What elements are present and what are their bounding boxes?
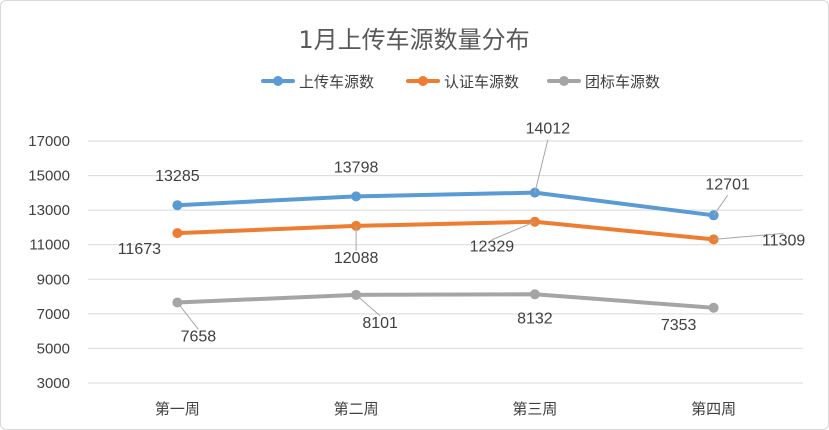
legend: 上传车源数 认证车源数 团标车源数: [261, 73, 660, 91]
data-point: [708, 302, 719, 313]
x-tick-label: 第一周: [155, 400, 200, 418]
leader-line: [713, 195, 729, 216]
x-tick-label: 第三周: [512, 400, 557, 418]
y-axis: 3000 5000 7000 9000 11000 13000 15000 17000: [28, 133, 70, 392]
series-line: [175, 190, 716, 218]
y-tick-label: 17000: [28, 133, 70, 150]
leader-line: [355, 294, 381, 317]
data-label: 12329: [470, 239, 515, 256]
data-label: 8132: [517, 310, 553, 327]
y-tick-label: 5000: [37, 340, 70, 357]
data-label: 11673: [118, 241, 161, 258]
legend-item: 上传车源数: [261, 73, 374, 91]
leader-line: [176, 302, 199, 330]
legend-label: 上传车源数: [299, 73, 374, 91]
y-tick-label: 7000: [37, 306, 70, 323]
data-label: 13798: [334, 159, 379, 176]
legend-label: 团标车源数: [585, 73, 660, 91]
data-label: 7353: [661, 317, 697, 334]
data-labels: 13285 13798 14012 12701 11673 12088 12329 11309…: [118, 121, 806, 346]
series-line: [175, 219, 716, 242]
x-axis: 第一周 第二周 第三周 第四周: [155, 400, 736, 418]
leader-line: [713, 232, 784, 240]
chart-title: 1月上传车源数量分布: [298, 26, 529, 54]
legend-label: 认证车源数: [444, 73, 519, 91]
data-point: [172, 200, 183, 211]
legend-swatch-marker: [273, 76, 283, 86]
data-label: 11309: [762, 232, 805, 249]
data-point: [172, 228, 183, 239]
legend-swatch-marker: [418, 76, 428, 86]
data-label: 14012: [526, 121, 571, 138]
leader-line: [491, 221, 536, 241]
y-tick-label: 3000: [37, 375, 70, 392]
data-label: 12088: [334, 250, 379, 267]
leader-line: [534, 139, 549, 193]
data-label: 8101: [362, 315, 398, 332]
series-group: [172, 187, 719, 313]
data-label: 12701: [705, 176, 750, 193]
x-tick-label: 第四周: [691, 400, 736, 418]
data-label: 13285: [155, 168, 200, 185]
legend-item: 认证车源数: [406, 73, 519, 91]
data-point: [351, 191, 362, 202]
y-tick-label: 9000: [37, 271, 70, 288]
data-point: [529, 289, 540, 300]
y-tick-label: 13000: [28, 202, 70, 219]
legend-item: 团标车源数: [547, 73, 660, 91]
series-line: [175, 292, 716, 310]
y-tick-label: 11000: [29, 237, 70, 254]
y-tick-label: 15000: [28, 168, 70, 185]
legend-swatch-marker: [559, 76, 569, 86]
data-label: 7658: [181, 328, 217, 345]
x-tick-label: 第二周: [334, 400, 379, 418]
